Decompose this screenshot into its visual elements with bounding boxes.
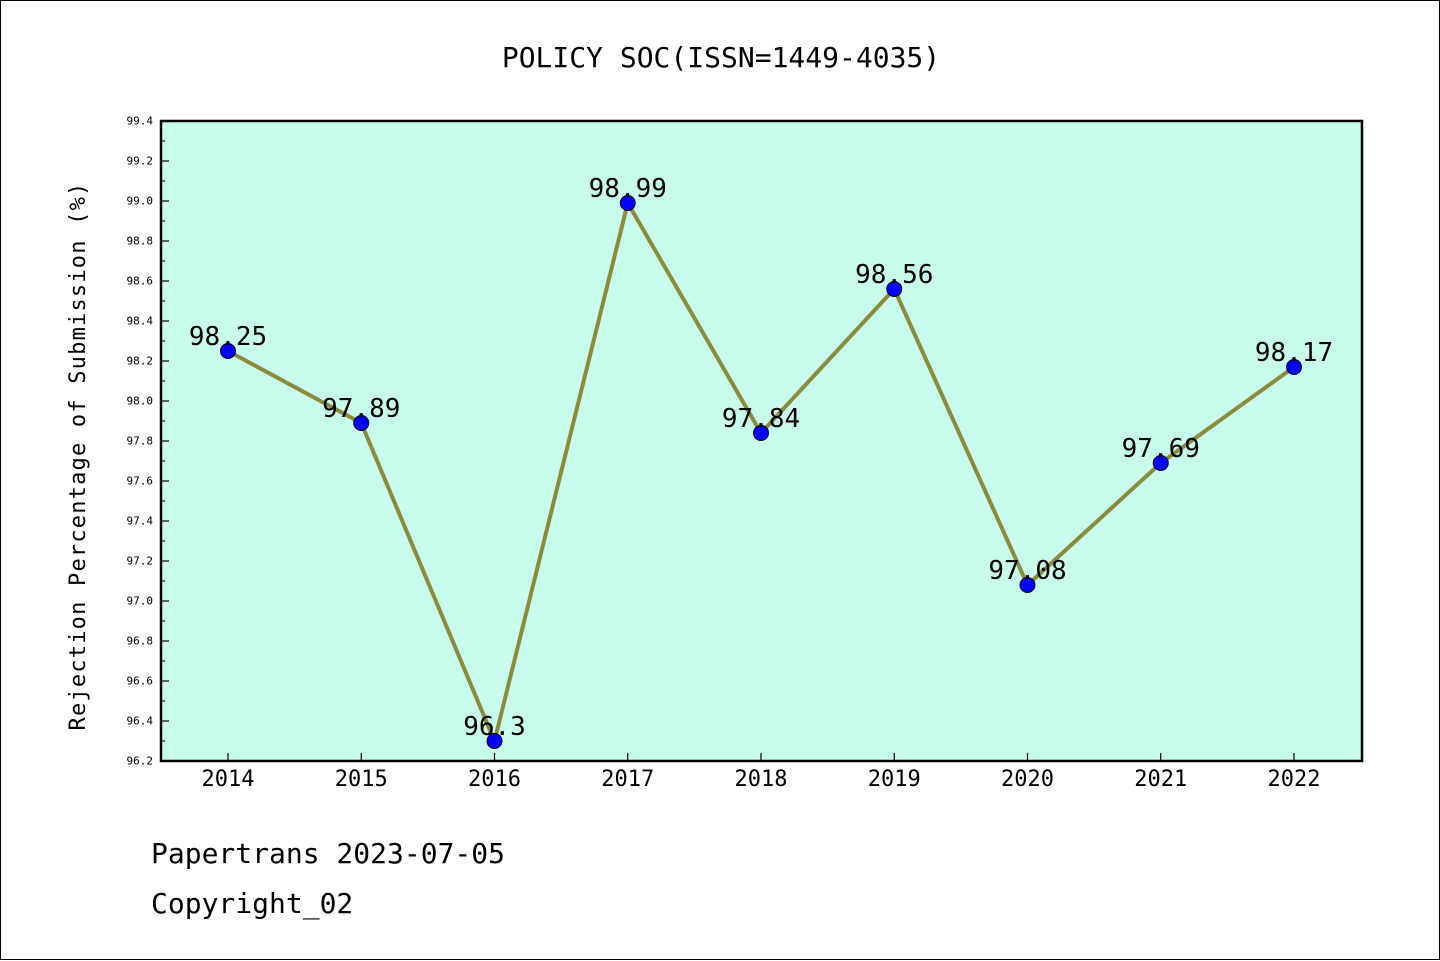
y-tick-label: 97.2	[127, 555, 154, 568]
x-tick-label: 2017	[601, 767, 654, 792]
x-tick-label: 2022	[1268, 767, 1321, 792]
data-point-marker	[886, 281, 903, 297]
data-label: 97.69	[1122, 434, 1200, 464]
y-tick-label: 97.6	[127, 475, 154, 488]
chart-title: POLICY SOC(ISSN=1449-4035)	[502, 41, 940, 74]
y-tick-label: 99.4	[127, 115, 154, 128]
x-tick-label: 2019	[868, 767, 921, 792]
y-tick-label: 96.8	[127, 635, 154, 648]
data-label: 96.3	[463, 712, 526, 742]
data-point-marker	[1152, 455, 1169, 471]
y-tick-label: 98.6	[127, 275, 154, 288]
y-tick-label: 98.2	[127, 355, 154, 368]
x-tick-label: 2018	[735, 767, 788, 792]
y-tick-label: 96.4	[127, 715, 154, 728]
y-tick-label: 99.0	[127, 195, 154, 208]
data-point-marker	[486, 733, 503, 749]
data-point-marker	[220, 343, 236, 359]
data-point-marker	[1286, 359, 1302, 375]
data-label: 97.89	[322, 394, 400, 424]
y-axis-label: Rejection Percentage of Submission (%)	[66, 182, 91, 731]
data-label: 98.99	[589, 174, 667, 204]
x-tick-label: 2015	[335, 767, 388, 792]
y-tick-label: 96.6	[127, 675, 154, 688]
data-point-marker	[353, 415, 370, 431]
y-tick-label: 97.0	[127, 595, 154, 608]
y-tick-label: 98.8	[127, 235, 154, 248]
data-label: 98.17	[1255, 338, 1333, 368]
x-tick-label: 2014	[202, 767, 255, 792]
y-tick-label: 97.8	[127, 435, 154, 448]
y-tick-label: 97.4	[127, 515, 154, 528]
y-tick-label: 98.4	[127, 315, 154, 328]
x-tick-label: 2021	[1134, 767, 1187, 792]
y-tick-label: 96.2	[127, 755, 154, 768]
y-tick-label: 98.0	[127, 395, 154, 408]
data-label: 98.25	[189, 322, 267, 352]
data-label: 97.08	[988, 556, 1066, 586]
data-point-marker	[619, 195, 636, 211]
plot-border	[159, 119, 1364, 763]
x-tick-label: 2016	[468, 767, 521, 792]
x-tick-label: 2020	[1001, 767, 1054, 792]
footer-copyright-text: Copyright_02	[151, 887, 354, 920]
plot-area	[161, 121, 1362, 761]
footer-date-text: Papertrans 2023-07-05	[151, 837, 506, 870]
y-tick-label: 99.2	[127, 155, 154, 168]
data-point-marker	[753, 425, 769, 441]
data-point-marker	[1019, 577, 1036, 593]
data-label: 97.84	[722, 404, 800, 434]
data-label: 98.56	[855, 260, 933, 290]
